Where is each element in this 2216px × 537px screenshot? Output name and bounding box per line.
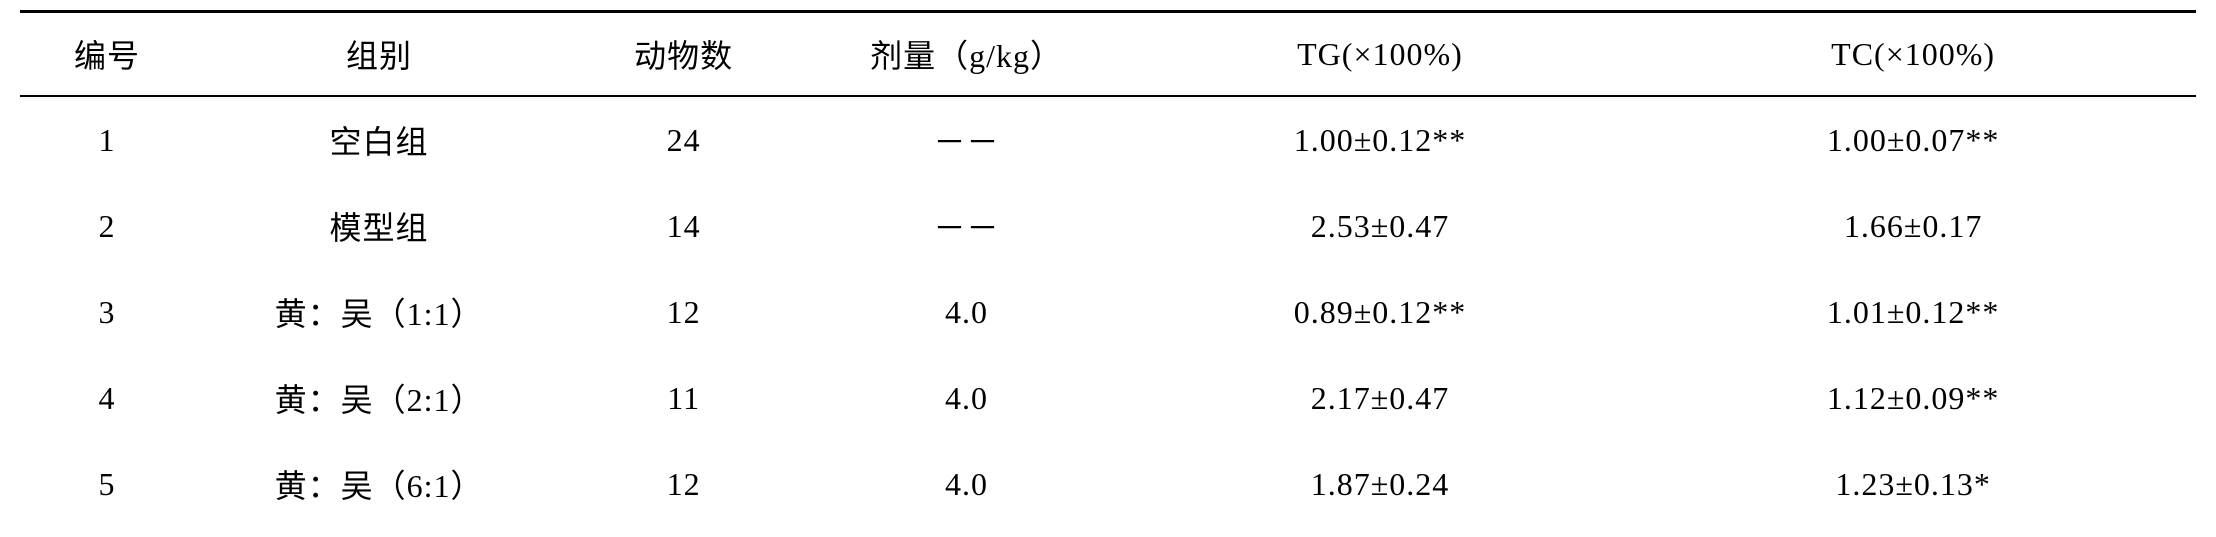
cell-num: 5: [20, 441, 194, 527]
cell-num: 3: [20, 269, 194, 355]
cell-tc: 1.12±0.09**: [1630, 355, 2196, 441]
cell-animals: 12: [564, 269, 803, 355]
cell-group: 空白组: [194, 96, 564, 183]
cell-animals: 12: [564, 441, 803, 527]
cell-dose: 4.0: [803, 355, 1129, 441]
data-table: 编号 组别 动物数 剂量（g/kg） TG(×100%) TC(×100%) 1…: [20, 10, 2196, 527]
header-num: 编号: [20, 12, 194, 97]
header-dose: 剂量（g/kg）: [803, 12, 1129, 97]
table-row: 2 模型组 14 －－ 2.53±0.47 1.66±0.17: [20, 183, 2196, 269]
cell-group: 黄：吴（1:1）: [194, 269, 564, 355]
header-tc: TC(×100%): [1630, 12, 2196, 97]
cell-dose: 4.0: [803, 441, 1129, 527]
cell-group: 模型组: [194, 183, 564, 269]
cell-tc: 1.23±0.13*: [1630, 441, 2196, 527]
cell-num: 1: [20, 96, 194, 183]
cell-dose: －－: [803, 96, 1129, 183]
cell-num: 4: [20, 355, 194, 441]
table-header-row: 编号 组别 动物数 剂量（g/kg） TG(×100%) TC(×100%): [20, 12, 2196, 97]
cell-tg: 2.17±0.47: [1130, 355, 1630, 441]
header-animals: 动物数: [564, 12, 803, 97]
cell-tc: 1.01±0.12**: [1630, 269, 2196, 355]
table-row: 4 黄：吴（2:1） 11 4.0 2.17±0.47 1.12±0.09**: [20, 355, 2196, 441]
cell-tg: 2.53±0.47: [1130, 183, 1630, 269]
cell-group: 黄：吴（2:1）: [194, 355, 564, 441]
cell-tg: 1.00±0.12**: [1130, 96, 1630, 183]
cell-group: 黄：吴（6:1）: [194, 441, 564, 527]
header-tg: TG(×100%): [1130, 12, 1630, 97]
cell-tg: 0.89±0.12**: [1130, 269, 1630, 355]
cell-num: 2: [20, 183, 194, 269]
cell-animals: 24: [564, 96, 803, 183]
table-body: 1 空白组 24 －－ 1.00±0.12** 1.00±0.07** 2 模型…: [20, 96, 2196, 527]
table-row: 5 黄：吴（6:1） 12 4.0 1.87±0.24 1.23±0.13*: [20, 441, 2196, 527]
cell-animals: 14: [564, 183, 803, 269]
header-group: 组别: [194, 12, 564, 97]
cell-dose: －－: [803, 183, 1129, 269]
cell-tc: 1.66±0.17: [1630, 183, 2196, 269]
table-row: 3 黄：吴（1:1） 12 4.0 0.89±0.12** 1.01±0.12*…: [20, 269, 2196, 355]
cell-tg: 1.87±0.24: [1130, 441, 1630, 527]
cell-tc: 1.00±0.07**: [1630, 96, 2196, 183]
table-row: 1 空白组 24 －－ 1.00±0.12** 1.00±0.07**: [20, 96, 2196, 183]
cell-dose: 4.0: [803, 269, 1129, 355]
cell-animals: 11: [564, 355, 803, 441]
